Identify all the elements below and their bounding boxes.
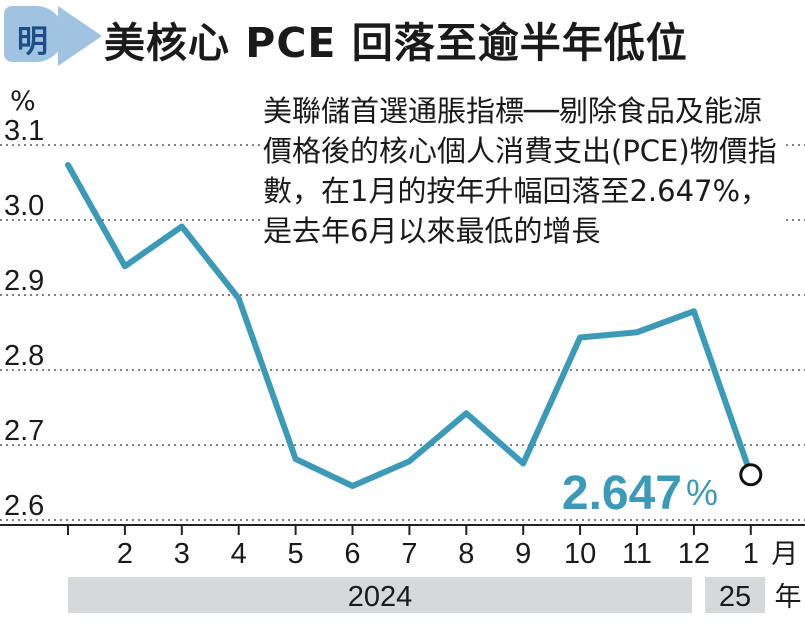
y-tick-label: 2.9 bbox=[4, 265, 44, 297]
y-axis: %3.1 3.0 2.9 2.8 2.7 2.6 bbox=[4, 86, 44, 522]
x-tick-label: 11 bbox=[622, 538, 652, 570]
x-tick-label: 6 bbox=[344, 538, 360, 570]
x-tick-label: 10 bbox=[564, 538, 596, 570]
x-tick-label: 9 bbox=[515, 538, 531, 570]
year-band bbox=[68, 577, 692, 613]
y-tick-label: 3.1 bbox=[4, 115, 44, 147]
x-tick-label: 7 bbox=[401, 538, 417, 570]
x-tick-label: 5 bbox=[288, 538, 304, 570]
year-bands: 2024 25 年 bbox=[68, 577, 802, 613]
x-tick-label: 1 bbox=[743, 538, 759, 570]
y-unit-label: % bbox=[10, 86, 36, 117]
highlight-unit-label: % bbox=[686, 472, 718, 513]
year-label: 2024 bbox=[348, 581, 413, 613]
highlight-marker bbox=[739, 463, 763, 487]
annotation-text: 美聯儲首選通脹指標──剔除食品及能源價格後的核心個人消費支出(PCE)物價指數，… bbox=[263, 91, 783, 251]
badge-arrow-icon bbox=[58, 6, 102, 66]
x-tick-label: 3 bbox=[174, 538, 190, 570]
y-tick-label: 3.0 bbox=[4, 190, 44, 222]
highlight-value-label: 2.647 bbox=[562, 467, 682, 520]
year-band bbox=[705, 577, 765, 613]
x-axis: 2 3 4 5 6 7 8 9 10 11 12 1 月 bbox=[0, 524, 805, 570]
y-tick-label: 2.8 bbox=[4, 340, 44, 372]
x-tick-label: 4 bbox=[231, 538, 247, 570]
x-tick-label: 2 bbox=[117, 538, 133, 570]
x-tick-label: 12 bbox=[678, 538, 710, 570]
year-label: 25 bbox=[719, 581, 751, 613]
year-unit-label: 年 bbox=[775, 582, 802, 613]
x-tick-label: 8 bbox=[458, 538, 474, 570]
y-tick-label: 2.7 bbox=[4, 415, 44, 447]
y-tick-label: 2.6 bbox=[4, 490, 44, 522]
header: 明 美核心 PCE 回落至逾半年低位 bbox=[0, 0, 805, 76]
badge-character: 明 bbox=[17, 24, 48, 60]
series-layer bbox=[65, 162, 754, 489]
highlight-layer: 2.647% bbox=[562, 463, 763, 520]
page-title: 美核心 PCE 回落至逾半年低位 bbox=[104, 19, 688, 67]
x-unit-label: 月 bbox=[771, 539, 798, 570]
masthead-badge: 明 bbox=[4, 6, 64, 62]
